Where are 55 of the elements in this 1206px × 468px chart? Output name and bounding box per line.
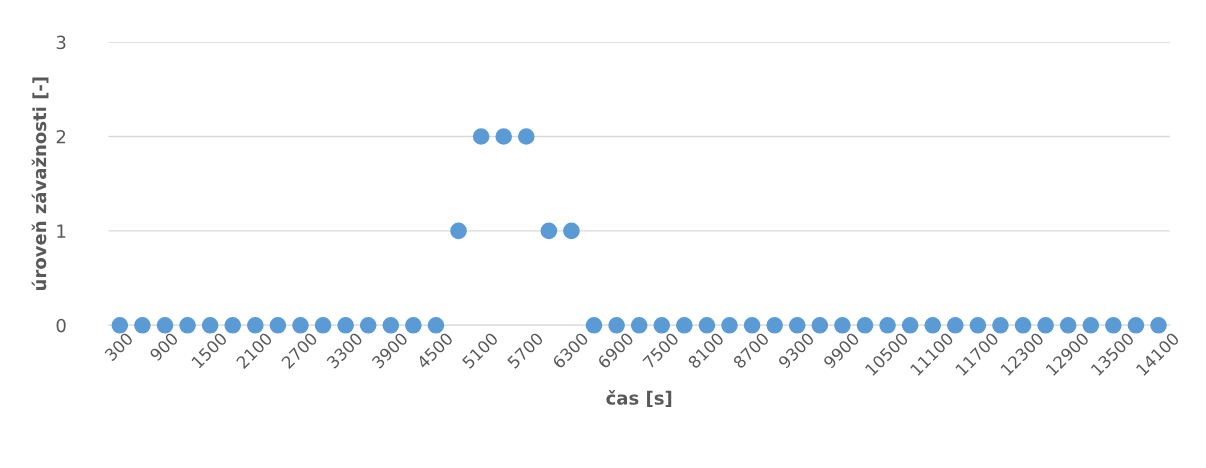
point xyxy=(743,316,761,334)
point xyxy=(247,316,264,334)
x-tick-label: 300 xyxy=(103,331,134,362)
point xyxy=(676,316,693,334)
point xyxy=(563,222,580,240)
point xyxy=(337,316,354,334)
point xyxy=(834,316,851,334)
point xyxy=(1082,316,1100,334)
point xyxy=(111,316,129,334)
point xyxy=(585,316,603,334)
point xyxy=(314,316,332,334)
point xyxy=(359,316,377,334)
point xyxy=(269,316,287,334)
point xyxy=(630,316,648,334)
point xyxy=(472,128,490,145)
point xyxy=(1037,316,1054,334)
point xyxy=(947,316,964,334)
point xyxy=(969,316,987,334)
point xyxy=(427,316,445,334)
point xyxy=(224,316,242,334)
point xyxy=(766,316,783,334)
point xyxy=(1014,316,1032,334)
point xyxy=(1127,316,1145,334)
y-tick-label: 3 xyxy=(56,35,66,50)
point xyxy=(788,316,806,334)
point xyxy=(1059,316,1077,334)
y-axis-title: úroveň závažnosti [-] xyxy=(31,77,49,291)
point xyxy=(517,128,535,145)
point xyxy=(811,316,829,334)
point xyxy=(540,222,558,240)
point xyxy=(856,316,874,334)
point xyxy=(179,316,196,334)
point xyxy=(901,316,919,334)
point xyxy=(608,316,625,334)
point xyxy=(721,316,738,334)
point xyxy=(495,128,512,145)
point xyxy=(879,316,896,334)
point xyxy=(1150,316,1167,334)
point xyxy=(1105,316,1122,334)
point xyxy=(924,316,942,334)
point xyxy=(156,316,174,334)
point xyxy=(134,316,151,334)
x-axis-title: čas [s] xyxy=(606,390,672,407)
y-tick-label: 1 xyxy=(57,224,66,238)
point xyxy=(698,316,716,334)
y-tick-label: 2 xyxy=(56,129,66,144)
point xyxy=(450,222,467,240)
point xyxy=(992,316,1009,334)
point xyxy=(382,316,400,334)
point xyxy=(292,316,309,334)
point xyxy=(653,316,671,334)
x-tick-label: 900 xyxy=(148,331,179,362)
y-tick-label: 0 xyxy=(56,318,66,333)
point xyxy=(201,316,219,334)
point xyxy=(405,316,422,334)
